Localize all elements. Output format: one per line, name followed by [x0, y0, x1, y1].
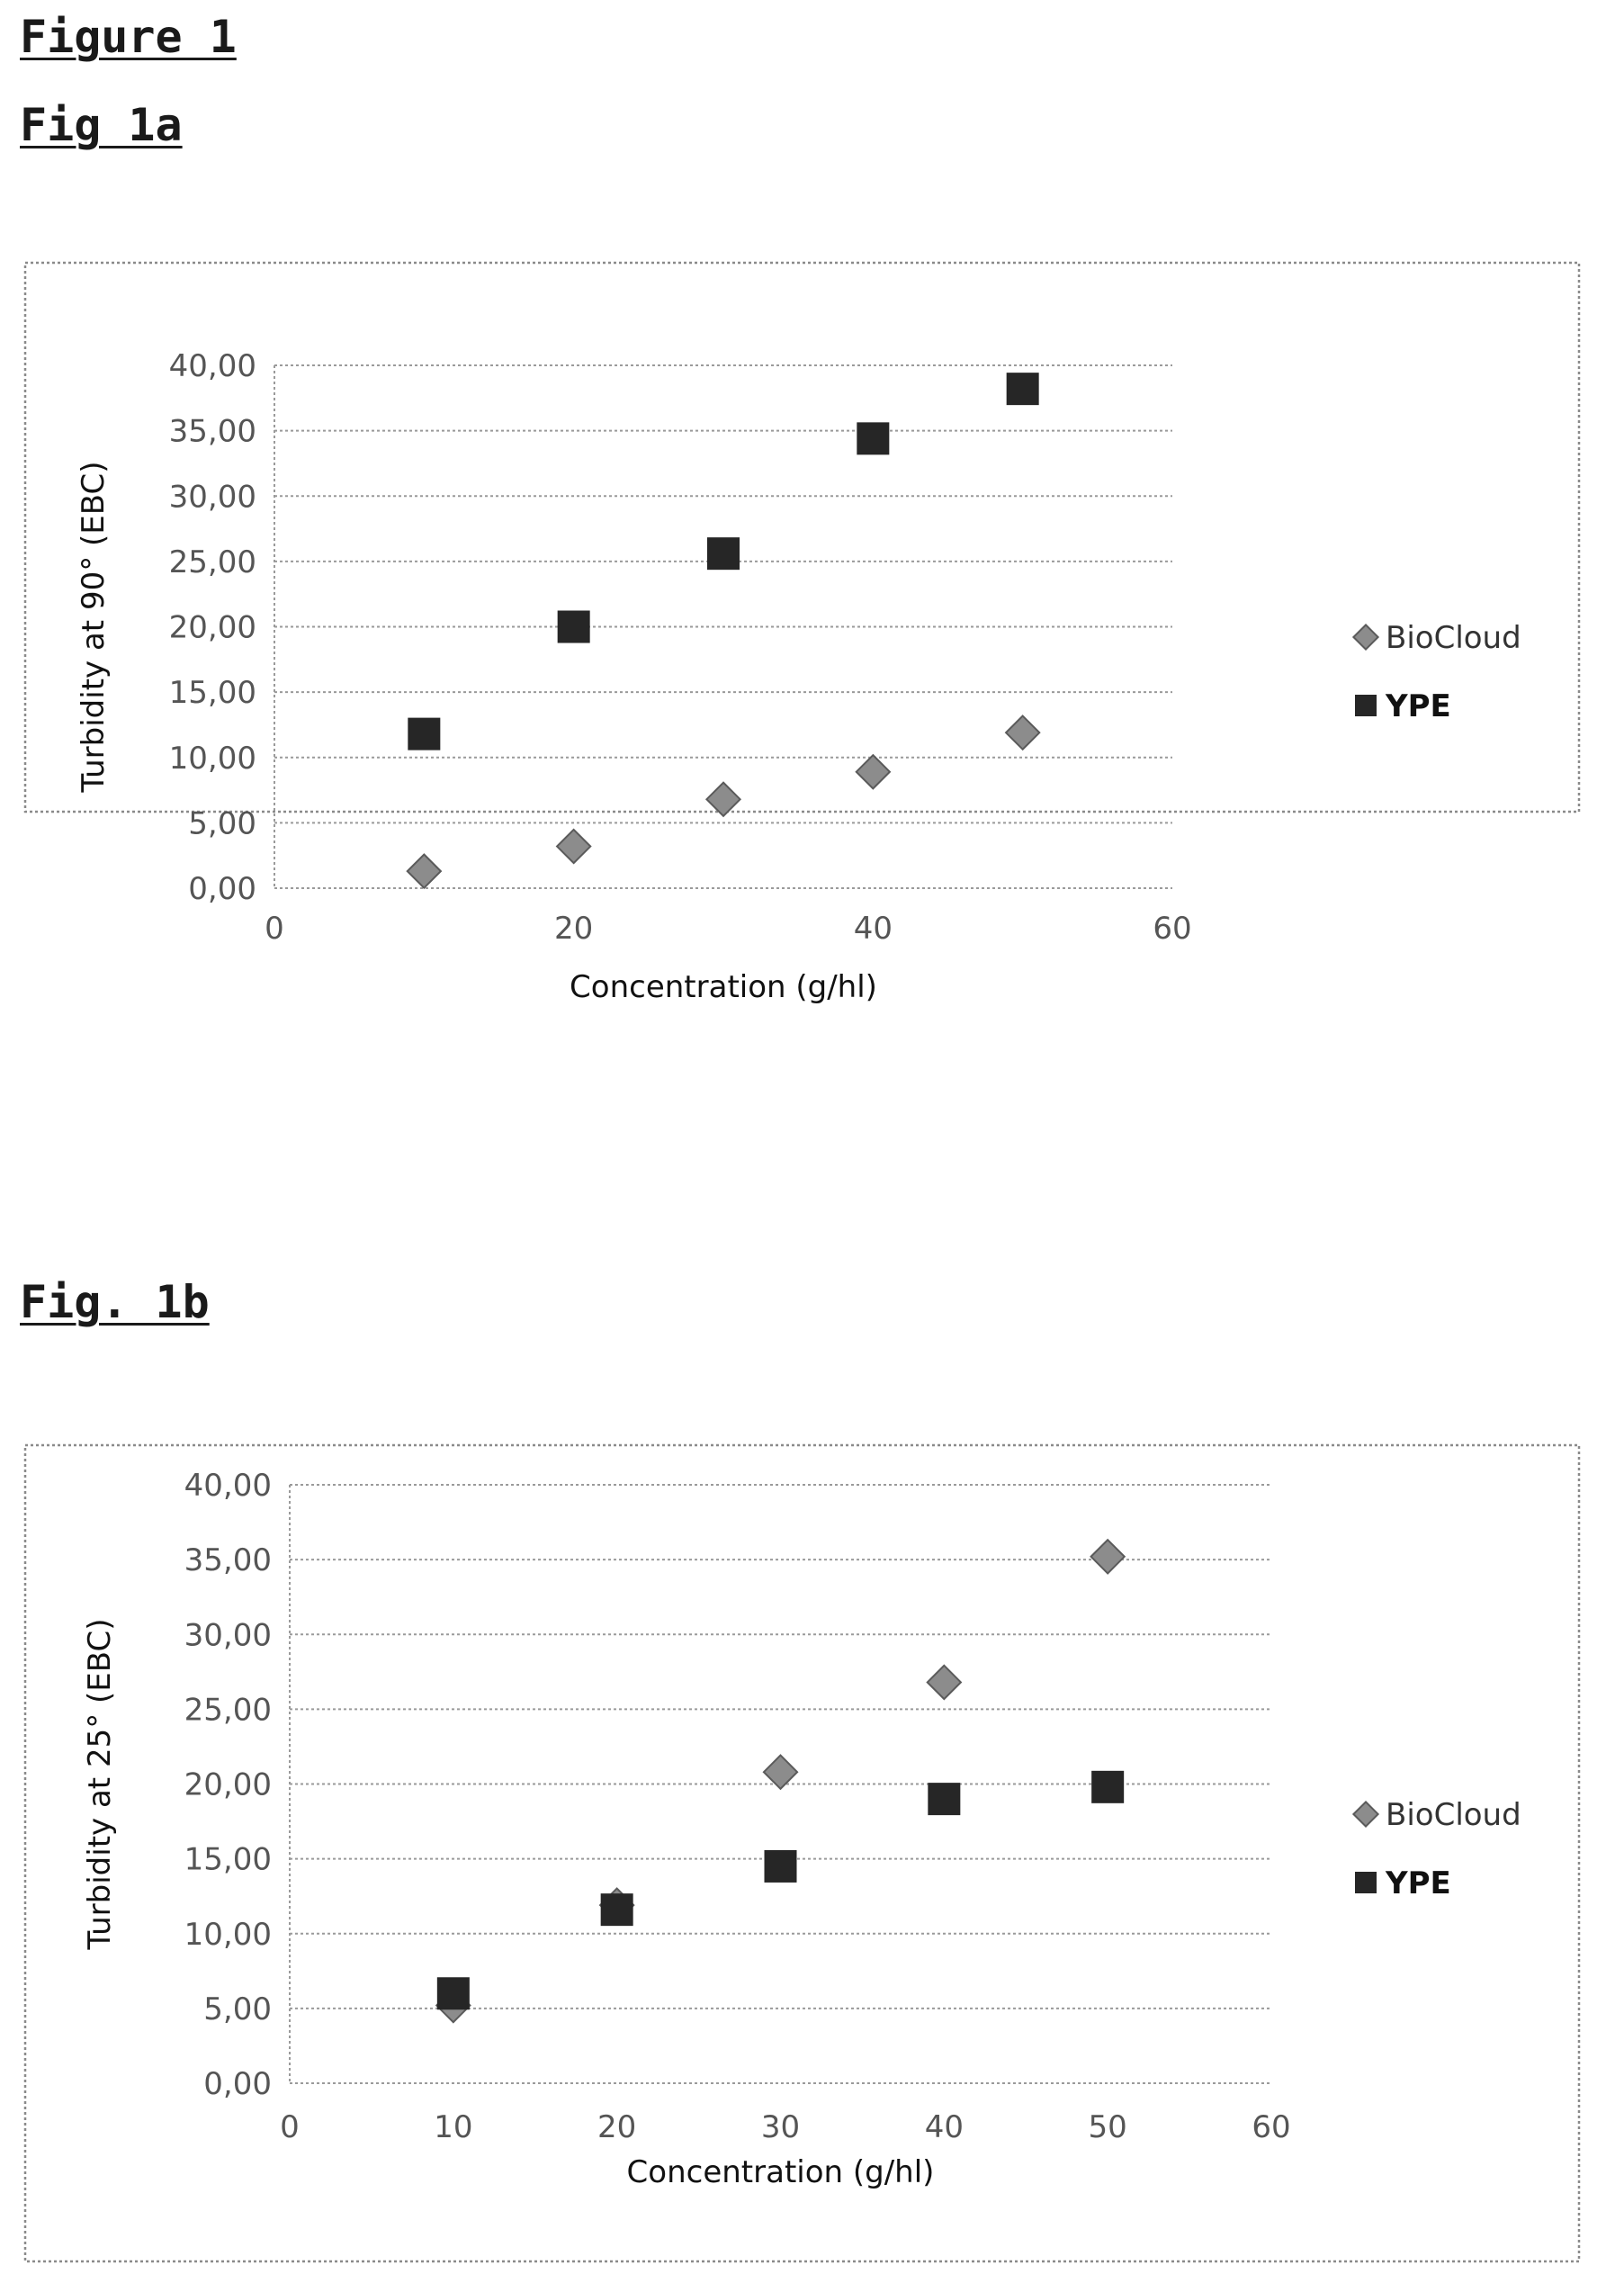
x-tick-label: 30 [761, 2109, 800, 2145]
y-tick-label: 0,00 [188, 871, 256, 907]
x-tick-label: 60 [1252, 2109, 1290, 2145]
legend-marker-biocloud [1351, 1800, 1380, 1829]
x-tick-label: 60 [1153, 911, 1191, 947]
data-point-ype [928, 1783, 961, 1816]
x-tick-label: 20 [554, 911, 593, 947]
legend-marker-biocloud [1351, 623, 1380, 652]
y-tick-label: 5,00 [203, 1991, 272, 2027]
chart-1b: 0,00 5,00 10,00 15,00 20,00 25,00 30,00 35,00 40… [23, 1443, 1581, 2263]
x-axis-title: Concentration (g/hl) [627, 2154, 935, 2190]
data-point-ype [764, 1849, 797, 1883]
data-point-biocloud [555, 828, 592, 865]
data-point-ype [600, 1893, 633, 1927]
chart-1a: 0,00 5,00 10,00 15,00 20,00 25,00 30,00 35,00 40… [23, 261, 1581, 1005]
data-point-ype [436, 1977, 470, 2010]
y-tick-label: 40,00 [184, 1468, 272, 1504]
y-tick-label: 25,00 [169, 544, 256, 580]
x-tick-label: 0 [280, 2109, 300, 2145]
y-tick-label: 30,00 [169, 479, 256, 515]
y-tick-label: 20,00 [184, 1767, 272, 1803]
y-tick-label: 35,00 [184, 1542, 272, 1578]
data-point-biocloud [406, 853, 443, 890]
y-tick-label: 25,00 [184, 1692, 272, 1728]
data-point-biocloud [926, 1664, 963, 1701]
x-tick-label: 20 [597, 2109, 636, 2145]
y-axis-title: Turbidity at 90° (EBC) [76, 462, 112, 794]
figure-heading: Figure 1 [20, 11, 237, 63]
x-tick-label: 10 [434, 2109, 472, 2145]
data-point-ype [1091, 1770, 1125, 1803]
data-point-biocloud [1090, 1538, 1126, 1575]
x-tick-label: 40 [854, 911, 893, 947]
data-point-ype [557, 610, 590, 643]
data-point-biocloud [855, 753, 892, 790]
data-point-biocloud [1004, 715, 1041, 751]
y-tick-label: 5,00 [188, 805, 256, 841]
data-point-ype [707, 537, 740, 571]
chart-frame [23, 1443, 1581, 2263]
fig-1a-heading: Fig 1a [20, 99, 183, 151]
data-point-ype [1006, 373, 1039, 406]
legend-marker-ype [1355, 695, 1377, 716]
y-tick-label: 0,00 [203, 2066, 272, 2102]
x-axis-title: Concentration (g/hl) [570, 969, 877, 1005]
y-tick-label: 20,00 [169, 610, 256, 646]
y-tick-label: 40,00 [169, 348, 256, 384]
legend-label-biocloud: BioCloud [1386, 620, 1521, 656]
data-point-ype [857, 422, 890, 455]
legend-marker-ype [1355, 1872, 1377, 1893]
data-point-ype [408, 717, 441, 751]
chart-frame [23, 261, 1581, 813]
x-tick-label: 0 [265, 911, 284, 947]
data-point-biocloud [704, 781, 742, 818]
legend-label-biocloud: BioCloud [1386, 1797, 1521, 1833]
y-tick-label: 35,00 [169, 414, 256, 450]
y-axis-title: Turbidity at 25° (EBC) [82, 1619, 118, 1951]
data-point-biocloud [762, 1754, 799, 1791]
legend-label-ype: YPE [1385, 1865, 1451, 1901]
x-tick-label: 50 [1089, 2109, 1127, 2145]
y-tick-label: 10,00 [184, 1917, 272, 1953]
y-tick-label: 30,00 [184, 1617, 272, 1653]
legend-label-ype: YPE [1385, 688, 1451, 724]
y-tick-label: 10,00 [169, 741, 256, 777]
x-tick-label: 40 [925, 2109, 964, 2145]
y-tick-label: 15,00 [184, 1842, 272, 1878]
y-tick-label: 15,00 [169, 675, 256, 711]
fig-1b-heading: Fig. 1b [20, 1276, 210, 1328]
